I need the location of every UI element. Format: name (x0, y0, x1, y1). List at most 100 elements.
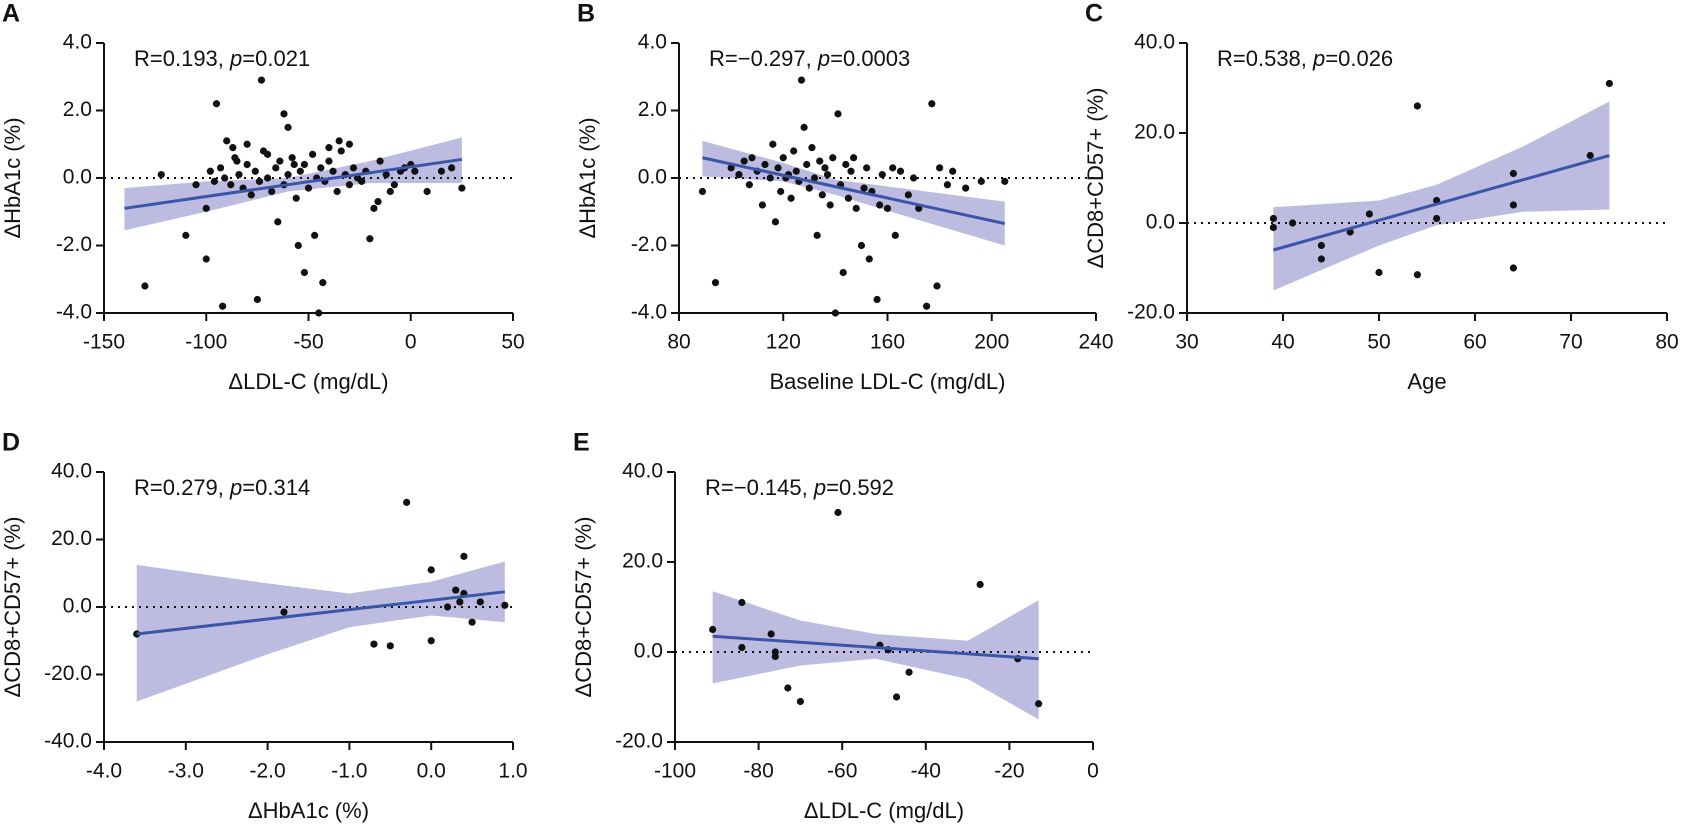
point (382, 171, 390, 179)
x-tick-label: -20 (994, 760, 1024, 783)
point (221, 174, 229, 182)
point (284, 171, 292, 179)
y-axis-label: ΔCD8+CD57+ (%) (571, 517, 596, 698)
point (850, 154, 858, 162)
annotation-part: =0.592 (826, 475, 894, 500)
fit-line (124, 157, 463, 210)
point (810, 174, 819, 182)
point (333, 187, 341, 196)
point (366, 235, 374, 243)
annotation: R=−0.297, p=0.0003 (709, 46, 910, 71)
x-tick-label: -80 (743, 760, 773, 783)
annotation-part: p (817, 46, 830, 71)
point (253, 295, 261, 304)
point (1035, 700, 1043, 708)
point (216, 164, 225, 172)
point (370, 204, 378, 212)
y-tick-label: 0.0 (1146, 211, 1175, 234)
y-tick-label: 2.0 (638, 98, 667, 121)
point (873, 295, 881, 304)
point (335, 137, 343, 145)
point (1433, 214, 1441, 223)
point (358, 177, 366, 185)
point (738, 598, 746, 607)
fit-line (1272, 154, 1610, 252)
point (370, 640, 378, 648)
point (863, 164, 871, 172)
point (437, 167, 446, 175)
point (800, 123, 808, 131)
y-tick-label: 0.0 (63, 166, 92, 189)
point (876, 201, 884, 209)
point (386, 187, 394, 196)
point (771, 218, 780, 226)
point (300, 160, 309, 169)
point (317, 164, 325, 172)
x-axis-label: ΔLDL-C (mg/dL) (804, 798, 964, 823)
point (889, 164, 897, 172)
point (1269, 223, 1277, 232)
y-tick-label: 2.0 (63, 98, 92, 121)
fit-line (702, 156, 1006, 226)
point (821, 164, 829, 172)
point (345, 140, 353, 148)
annotation-part: p (229, 46, 242, 71)
panel-label: A (2, 0, 20, 28)
point (192, 181, 200, 189)
point (403, 498, 411, 506)
point (1001, 177, 1009, 185)
point (374, 198, 382, 206)
x-tick-label: 70 (1559, 331, 1582, 354)
point (1375, 268, 1383, 277)
x-tick-label: 80 (1655, 331, 1678, 354)
x-tick-label: 40 (1271, 331, 1294, 354)
point (1605, 79, 1613, 88)
point (834, 110, 842, 118)
y-tick-label: 0.0 (638, 166, 667, 189)
point (390, 181, 398, 189)
point (771, 648, 779, 656)
point (243, 160, 251, 169)
point (210, 177, 219, 185)
x-tick-label: -50 (293, 331, 323, 354)
point (1509, 169, 1517, 178)
point (779, 154, 787, 162)
point (458, 184, 466, 192)
point (141, 282, 149, 290)
point (816, 157, 824, 165)
point (349, 164, 358, 172)
annotation: R=−0.145, p=0.592 (705, 475, 894, 500)
point (904, 191, 912, 199)
x-tick-label: 0 (1087, 760, 1099, 783)
point (247, 191, 255, 199)
x-tick-label: 160 (870, 331, 905, 354)
point (280, 110, 288, 118)
point (427, 566, 435, 574)
point (711, 279, 720, 287)
point (962, 184, 970, 192)
point (857, 241, 866, 250)
point (227, 181, 235, 189)
point (235, 171, 243, 179)
x-tick-label: 30 (1175, 331, 1198, 354)
annotation-part: R=−0.145, (705, 475, 814, 500)
point (805, 184, 813, 192)
annotation-part: =0.021 (242, 46, 310, 71)
point (891, 231, 899, 239)
point (826, 201, 834, 209)
annotation-part: =0.0003 (830, 46, 910, 71)
point (896, 167, 905, 175)
point (223, 137, 231, 145)
point (202, 255, 210, 263)
y-tick-label: 0.0 (63, 595, 92, 618)
y-tick-label: -4.0 (631, 301, 667, 324)
x-axis-label: Age (1407, 369, 1446, 394)
y-tick-label: -20.0 (44, 662, 92, 685)
point (229, 144, 237, 152)
point (949, 167, 957, 175)
x-tick-label: -100 (185, 331, 227, 354)
point (758, 201, 767, 209)
x-axis-label: Baseline LDL-C (mg/dL) (770, 369, 1006, 394)
point (311, 231, 319, 239)
point (792, 167, 800, 175)
